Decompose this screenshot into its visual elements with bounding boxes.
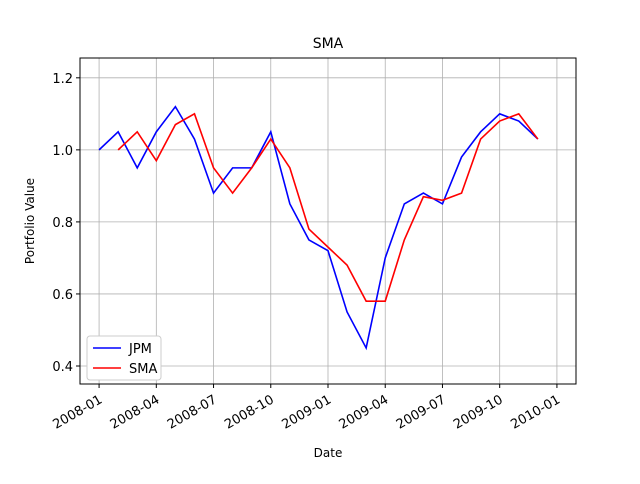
- legend-box: [86, 335, 162, 381]
- x-axis-label: Date: [314, 446, 343, 460]
- x-tick-label: 2009-07: [394, 392, 449, 432]
- y-tick-label: 1.0: [52, 144, 73, 159]
- data-line: [98, 105, 539, 351]
- y-tick-label: 0.6: [52, 288, 73, 303]
- y-tick-label: 0.8: [52, 216, 73, 231]
- y-tick-label: 0.4: [52, 360, 73, 375]
- x-tick-label: 2009-10: [451, 392, 506, 432]
- plot-frame: [79, 57, 577, 385]
- x-tick-label: 2008-07: [165, 392, 220, 432]
- y-axis-label: Portfolio Value: [23, 178, 37, 264]
- y-tick-label: 1.2: [52, 72, 73, 87]
- legend-label: SMA: [129, 362, 157, 377]
- x-tick-label: 2008-10: [222, 392, 277, 432]
- x-tick-label: 2009-04: [337, 392, 392, 432]
- x-tick-label: 2009-01: [279, 392, 334, 432]
- x-tick-label: 2008-01: [51, 392, 106, 432]
- x-tick-label: 2010-01: [508, 392, 563, 432]
- legend-label: JPM: [128, 342, 152, 357]
- data-line: [117, 112, 539, 302]
- x-tick-label: 2008-04: [108, 392, 163, 432]
- chart-title: SMA: [313, 36, 344, 52]
